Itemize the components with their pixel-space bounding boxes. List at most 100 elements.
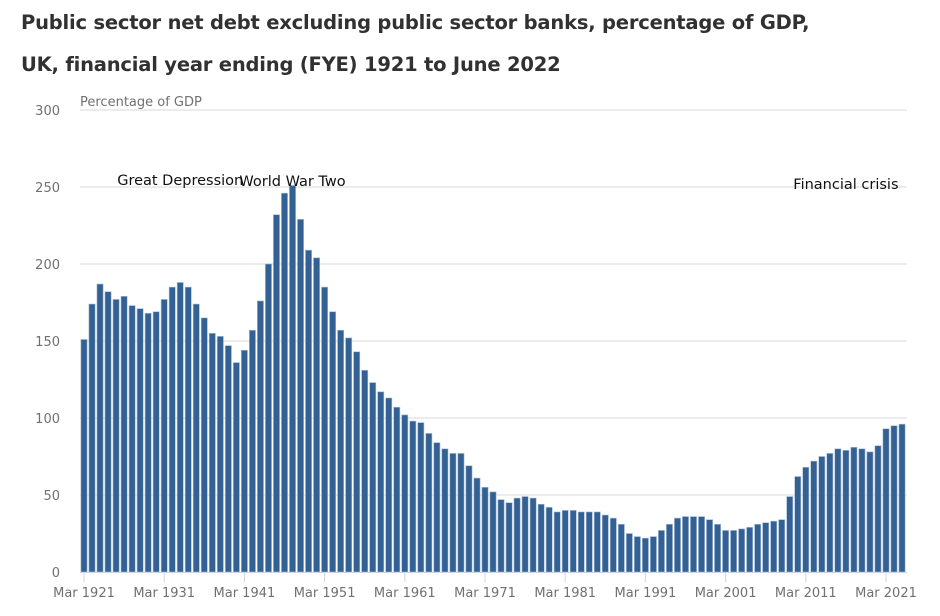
bar <box>601 514 609 573</box>
bar <box>353 351 361 573</box>
bar <box>120 296 128 573</box>
bar <box>666 523 673 573</box>
bar <box>321 286 328 573</box>
bar <box>112 299 120 573</box>
y-tick-label: 200 <box>35 258 60 273</box>
bar <box>874 445 882 573</box>
bar <box>337 329 345 573</box>
x-tick-label: Mar 2021 <box>855 586 917 601</box>
bar <box>208 332 216 573</box>
y-tick-label: 0 <box>52 566 60 581</box>
x-tick-label: Mar 1971 <box>454 586 516 601</box>
bar <box>545 507 553 573</box>
bar <box>706 519 713 573</box>
bar <box>794 476 802 573</box>
bar <box>497 499 505 573</box>
bar <box>168 286 176 573</box>
bar <box>762 522 770 573</box>
bar <box>698 516 705 573</box>
bar <box>786 496 794 573</box>
bar <box>152 311 160 573</box>
bar <box>417 422 425 573</box>
bar <box>625 533 633 573</box>
bar <box>633 536 641 573</box>
bar <box>842 450 850 573</box>
bar <box>249 329 256 573</box>
bar <box>529 497 537 573</box>
bar <box>730 530 738 573</box>
bar <box>690 516 697 573</box>
bar <box>770 520 778 573</box>
bar <box>738 528 746 573</box>
bar <box>585 511 593 573</box>
bar <box>714 523 721 573</box>
bar <box>569 510 577 573</box>
bar <box>393 406 401 573</box>
bar <box>617 523 625 573</box>
x-tick-label: Mar 1961 <box>374 586 436 601</box>
bar <box>882 428 890 573</box>
bar <box>810 460 818 573</box>
x-tick-label: Mar 1941 <box>214 586 276 601</box>
bar <box>377 391 385 573</box>
bar <box>457 453 465 573</box>
bar <box>641 537 649 573</box>
bar <box>361 369 369 573</box>
bar <box>401 414 409 573</box>
bar <box>369 382 377 573</box>
bar <box>136 308 144 573</box>
bar <box>658 530 665 573</box>
bar <box>577 511 585 573</box>
bar <box>385 397 393 573</box>
bar <box>192 303 200 573</box>
bar <box>241 349 248 573</box>
bar <box>722 530 729 573</box>
bar <box>561 510 569 573</box>
bar <box>465 465 473 573</box>
y-tick-label: 250 <box>35 181 60 196</box>
y-tick-label: 50 <box>43 489 60 504</box>
bar <box>593 511 601 573</box>
bar <box>449 453 457 573</box>
bar <box>265 263 272 573</box>
bar <box>850 446 858 573</box>
bar <box>409 420 417 573</box>
bar <box>281 192 288 573</box>
bar <box>425 433 433 573</box>
bar <box>481 486 489 573</box>
bar <box>890 425 898 573</box>
x-tick-label: Mar 1951 <box>294 586 356 601</box>
bar <box>329 311 337 573</box>
bar <box>650 536 657 573</box>
bar <box>232 362 240 573</box>
bar <box>441 448 449 573</box>
x-tick-label: Mar 2001 <box>695 586 757 601</box>
bar <box>297 219 304 573</box>
chart-title: Public sector net debt excluding public … <box>21 11 810 34</box>
bar <box>289 185 296 573</box>
bar <box>818 456 826 573</box>
x-tick-label: Mar 1991 <box>615 586 677 601</box>
bar <box>898 423 906 573</box>
bar <box>778 519 786 573</box>
bar <box>257 300 264 573</box>
bar <box>200 317 208 573</box>
bar <box>754 523 762 573</box>
x-tick-label: Mar 1981 <box>534 586 596 601</box>
bar <box>682 516 689 573</box>
x-tick-label: Mar 1921 <box>53 586 115 601</box>
bar <box>826 453 834 573</box>
annotation-label: Great Depression <box>117 173 243 189</box>
y-axis-label: Percentage of GDP <box>80 95 202 110</box>
bar <box>104 291 112 573</box>
y-tick-label: 100 <box>35 412 60 427</box>
bar <box>305 249 312 573</box>
x-tick-label: Mar 2011 <box>775 586 837 601</box>
bar <box>80 339 88 573</box>
annotation-label: World War Two <box>239 174 345 190</box>
bar <box>609 517 617 573</box>
bar <box>489 491 497 573</box>
bar <box>313 257 320 573</box>
bar <box>216 336 224 573</box>
